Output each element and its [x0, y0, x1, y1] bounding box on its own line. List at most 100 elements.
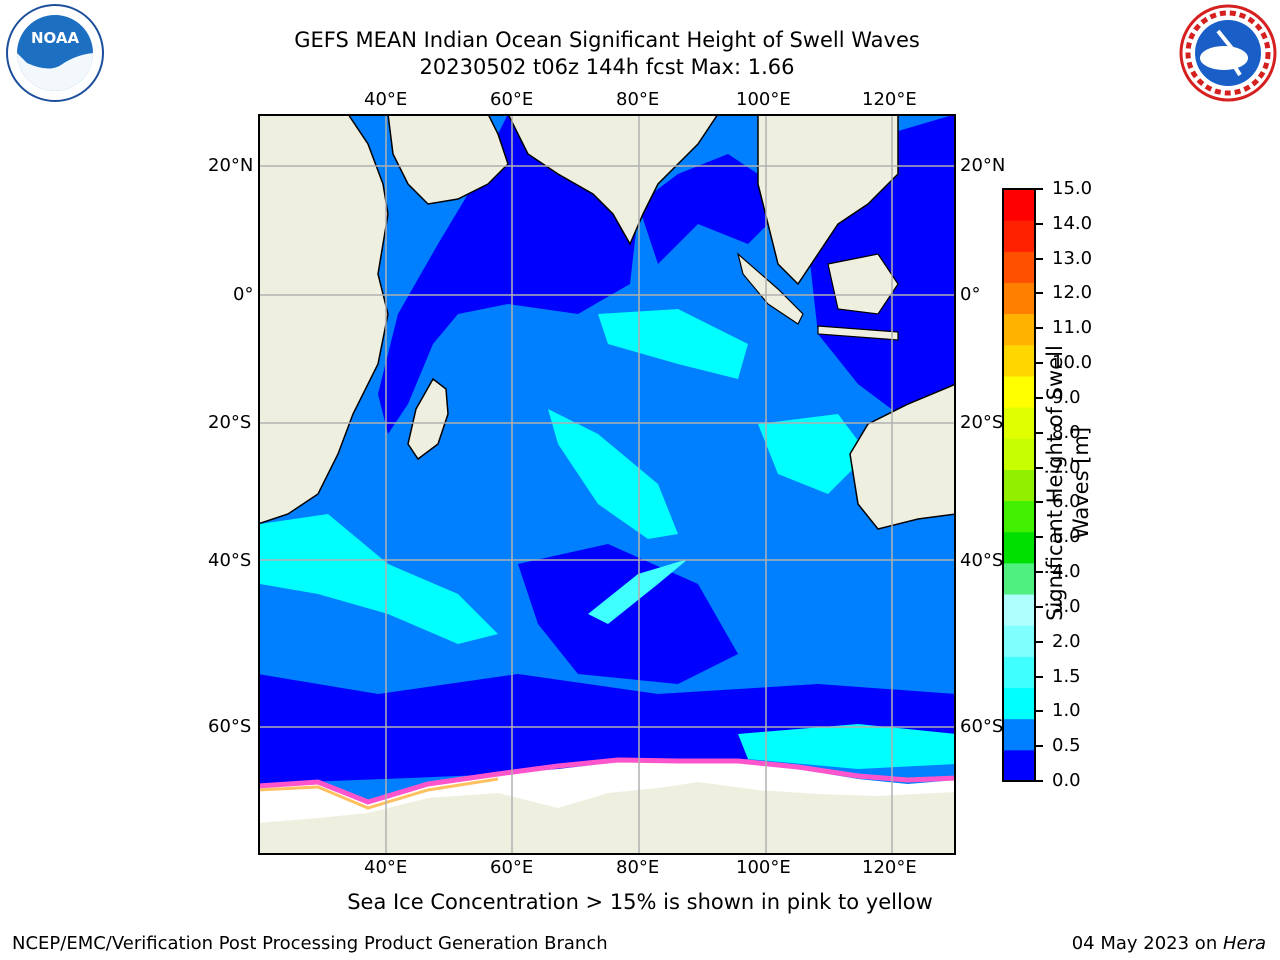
swell-band-south	[738, 724, 954, 769]
colorbar-swatch	[1003, 189, 1035, 221]
colorbar-tick-mark	[1036, 362, 1043, 365]
colorbar-tick-label: 1.5	[1052, 665, 1081, 687]
colorbar-swatch	[1003, 718, 1035, 751]
low-swell-arabian-sea	[378, 116, 638, 434]
colorbar-tick-label: 4.0	[1052, 561, 1081, 583]
colorbar-swatch	[1003, 251, 1035, 283]
colorbar-swatch	[1003, 313, 1035, 346]
low-swell-bay-of-bengal	[638, 154, 778, 264]
lat-label-left-60s: 60°S	[208, 716, 252, 737]
colorbar-tick-label: 11.0	[1052, 317, 1093, 339]
sea-ice-edge	[260, 757, 954, 805]
footer-host: Hera	[1222, 933, 1266, 954]
colorbar-tick-mark	[1036, 501, 1043, 504]
colorbar-swatch	[1003, 500, 1035, 533]
colorbar-tick-label: 13.0	[1052, 247, 1093, 269]
lon-label-bottom-40e: 40°E	[364, 857, 408, 878]
footer-date-text: 04 May 2023 on	[1071, 933, 1223, 954]
noaa-logo-text: NOAA	[31, 29, 80, 47]
sea-ice-note: Sea Ice Concentration > 15% is shown in …	[347, 890, 933, 914]
lon-label-bottom-60e: 60°E	[490, 857, 534, 878]
colorbar-swatch	[1003, 594, 1035, 626]
colorbar-swatch	[1003, 749, 1035, 782]
lon-label-bottom-100e: 100°E	[736, 857, 791, 878]
colorbar-swatch	[1003, 375, 1035, 408]
lat-label-right-40s: 40°S	[960, 550, 1004, 571]
land-india	[508, 116, 718, 246]
chart-subtitle: 20230502 t06z 144h fcst Max: 1.66	[419, 55, 795, 79]
lat-label-right-0: 0°	[960, 284, 981, 305]
colorbar-tick-mark	[1036, 292, 1043, 295]
colorbar-tick-mark	[1036, 745, 1043, 748]
low-swell-southern-band	[260, 674, 954, 784]
colorbar-tick-label: 6.0	[1052, 491, 1081, 513]
colorbar-label-line2: Waves [m]	[1069, 426, 1093, 540]
swell-band-equatorial	[598, 309, 748, 379]
lat-label-left-0: 0°	[233, 284, 254, 305]
colorbar-tick-mark	[1036, 396, 1043, 399]
land-madagascar	[407, 377, 449, 461]
lat-label-right-60s: 60°S	[960, 716, 1004, 737]
lat-label-left-20n: 20°N	[208, 155, 254, 176]
land-borneo	[827, 253, 899, 315]
colorbar-tick-mark	[1036, 257, 1043, 260]
swell-band-southwest	[260, 514, 498, 644]
colorbar-tick-mark	[1036, 571, 1043, 574]
noaa-logo: NOAA	[6, 4, 104, 102]
colorbar-tick-label: 1.0	[1052, 700, 1081, 722]
sea-ice-shelf	[260, 762, 954, 823]
colorbar-tick-mark	[1036, 605, 1043, 608]
colorbar-tick-label: 0.0	[1052, 770, 1081, 791]
colorbar-tick-label: 15.0	[1052, 178, 1093, 199]
colorbar-tick-mark	[1036, 222, 1043, 225]
colorbar-swatch	[1003, 469, 1035, 502]
colorbar-tick-label: 9.0	[1052, 386, 1081, 408]
colorbar-swatch	[1003, 220, 1035, 252]
colorbar-tick-label: 12.0	[1052, 282, 1093, 304]
lon-label-bottom-120e: 120°E	[862, 857, 917, 878]
lon-label-top-40e: 40°E	[364, 89, 408, 110]
colorbar-swatch	[1003, 344, 1035, 377]
lon-label-bottom-80e: 80°E	[616, 857, 660, 878]
land-java	[817, 325, 899, 341]
chart-title: GEFS MEAN Indian Ocean Significant Heigh…	[294, 28, 920, 52]
colorbar-tick-label: 0.5	[1052, 735, 1081, 757]
colorbar-label-line1: Significant Height of Swell	[1043, 345, 1067, 621]
colorbar-tick-mark	[1036, 188, 1043, 190]
land-arabia	[387, 116, 509, 205]
colorbar-tick-mark	[1036, 431, 1043, 434]
colorbar-tick-mark	[1036, 640, 1043, 643]
colorbar-swatch	[1003, 282, 1035, 315]
colorbar-tick-label: 10.0	[1052, 352, 1093, 374]
colorbar-tick-mark	[1036, 710, 1043, 713]
nws-logo	[1179, 4, 1277, 102]
colorbar-tick-mark	[1036, 466, 1043, 469]
colorbar-tick-label: 8.0	[1052, 421, 1081, 443]
lat-label-right-20s: 20°S	[960, 412, 1004, 433]
swell-band-central	[548, 409, 678, 539]
low-swell-southern-center	[518, 544, 738, 684]
colorbar-tick-mark	[1036, 327, 1043, 330]
colorbar-tick-label: 7.0	[1052, 456, 1081, 478]
colorbar-swatch	[1003, 625, 1035, 657]
colorbar-swatch	[1003, 531, 1035, 564]
lon-label-top-120e: 120°E	[862, 89, 917, 110]
colorbar-tick-label: 3.0	[1052, 595, 1081, 617]
map-gridlines	[260, 116, 954, 853]
land-australia	[849, 384, 954, 530]
colorbar-tick-mark	[1036, 780, 1043, 782]
land-sumatra	[736, 252, 804, 325]
map-frame	[258, 114, 956, 855]
lon-label-top-100e: 100°E	[736, 89, 791, 110]
colorbar	[1002, 188, 1036, 782]
colorbar-tick-label: 14.0	[1052, 212, 1093, 234]
land-southeast-asia	[757, 116, 899, 286]
swell-band-east	[758, 414, 868, 494]
colorbar-swatch	[1003, 407, 1035, 439]
lat-label-right-20n: 20°N	[960, 155, 1006, 176]
land-africa	[260, 116, 389, 525]
sea-ice-edge-yellow	[260, 777, 499, 810]
colorbar-swatch	[1003, 656, 1035, 689]
lat-label-left-40s: 40°S	[208, 550, 252, 571]
lon-label-top-60e: 60°E	[490, 89, 534, 110]
